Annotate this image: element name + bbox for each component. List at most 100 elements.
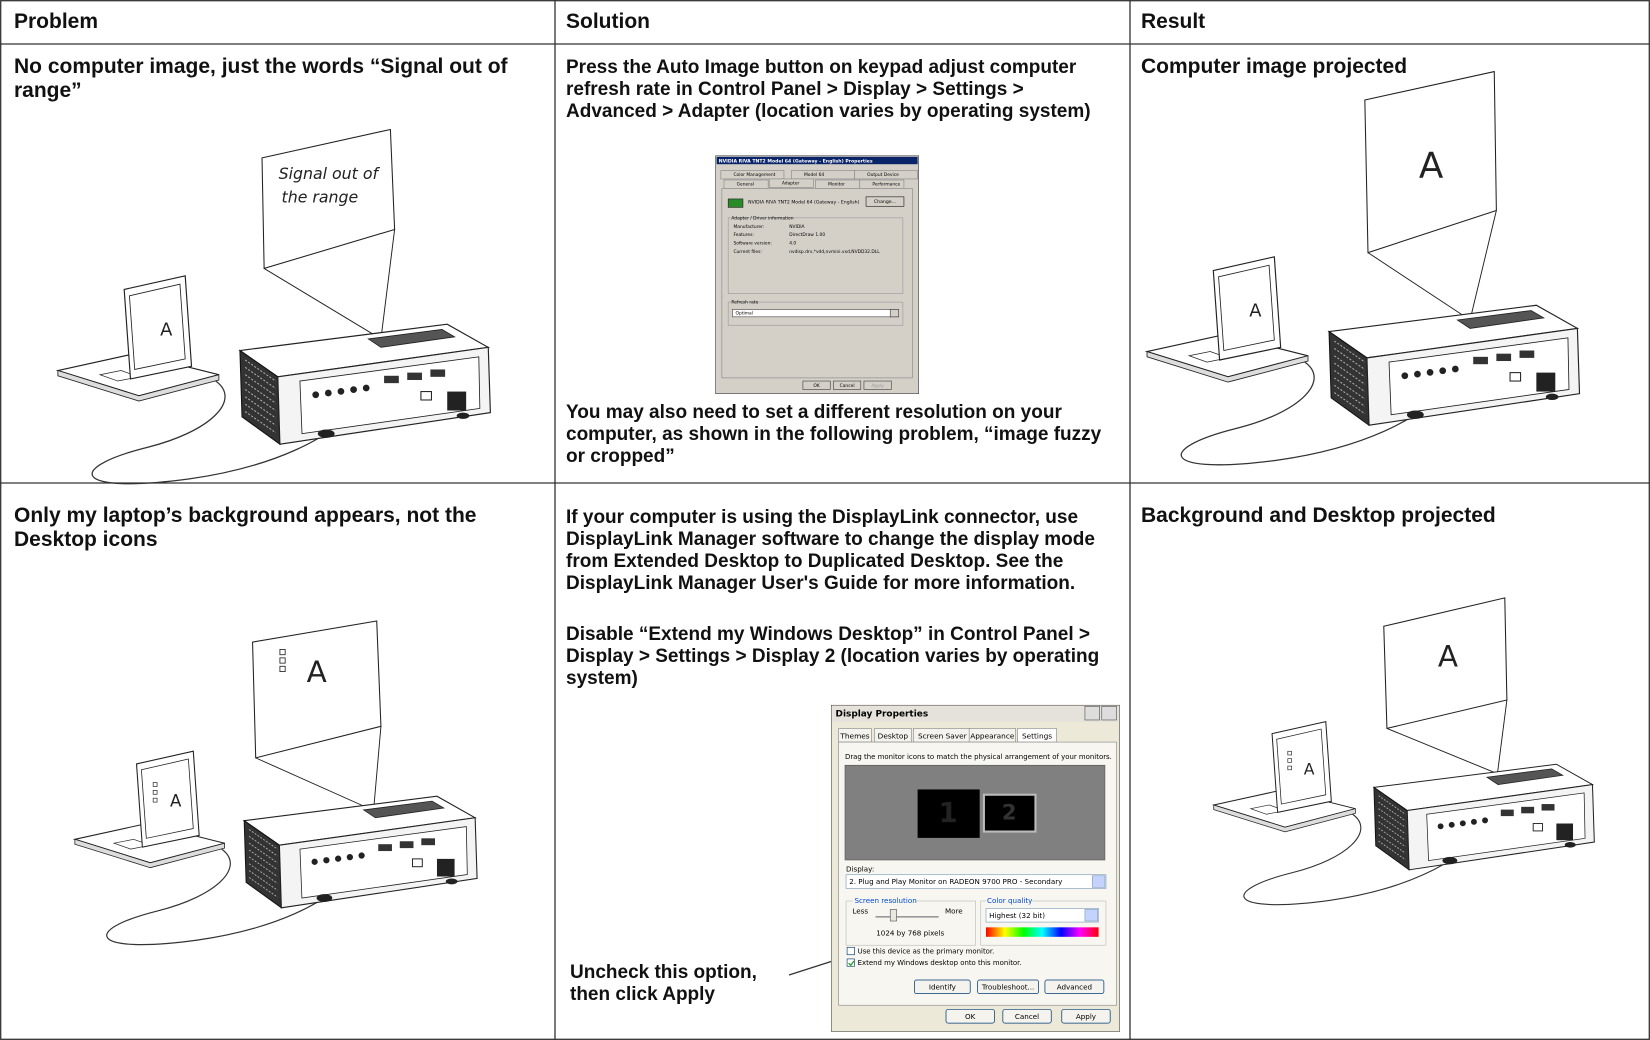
display-properties-dialog: Display Properties Themes Desktop Screen Sa… xyxy=(831,704,1120,1032)
button[interactable] xyxy=(914,979,971,995)
port xyxy=(407,372,422,380)
info-label: Manufacturer: xyxy=(733,224,764,230)
laptop-screen-text: A xyxy=(170,792,182,811)
foot xyxy=(1545,393,1559,400)
screen-text: Signal out of xyxy=(279,164,381,183)
solution-text: If your computer is using the DisplayLin… xyxy=(566,507,1095,595)
vent xyxy=(248,849,278,871)
group-title: Color quality xyxy=(987,896,1033,905)
tab-label: Monitor xyxy=(828,182,845,188)
desktop-icon xyxy=(152,782,158,787)
beam xyxy=(1367,252,1471,321)
foot xyxy=(1564,842,1576,848)
title-bar xyxy=(716,156,918,165)
problem-text: No computer image, just the words “Signa… xyxy=(14,55,508,103)
vent xyxy=(248,856,278,877)
button xyxy=(865,196,905,207)
group-box xyxy=(980,900,1107,946)
tab-pane xyxy=(721,188,913,379)
button-label: OK xyxy=(965,1012,976,1021)
port xyxy=(324,389,332,397)
desktop-icon xyxy=(1287,758,1292,763)
check xyxy=(848,960,855,967)
checkbox[interactable] xyxy=(846,946,855,956)
vent xyxy=(244,396,277,419)
port xyxy=(1437,823,1444,830)
header-problem: Problem xyxy=(14,10,99,33)
slider-label: More xyxy=(945,907,963,916)
port xyxy=(1482,817,1489,824)
button-label: Apply xyxy=(871,383,884,389)
combo-value: 2. Plug and Play Monitor on RADEON 9700 … xyxy=(849,877,1063,886)
port xyxy=(1448,821,1455,828)
result-text: Background and Desktop projected xyxy=(1141,504,1496,527)
callout: Uncheck this option, then click Apply xyxy=(570,962,800,1006)
vent xyxy=(1334,355,1366,378)
vent xyxy=(1378,821,1406,841)
vent xyxy=(1334,362,1366,385)
vent xyxy=(244,403,277,426)
vent xyxy=(248,863,278,884)
desktop-icon xyxy=(1287,750,1292,756)
tab-label: Output Device xyxy=(867,172,899,178)
checkbox-label: Use this device as the primary monitor. xyxy=(858,948,995,956)
button[interactable] xyxy=(1044,979,1105,995)
button xyxy=(802,380,831,390)
vent xyxy=(1378,834,1406,854)
vent xyxy=(1334,384,1366,407)
port xyxy=(1496,353,1512,362)
port xyxy=(384,375,399,384)
port xyxy=(1426,369,1434,376)
adapter-name: NVIDIA RIVA TNT2 Model 64 (Gateway - Eng… xyxy=(748,200,859,206)
checkbox[interactable] xyxy=(846,958,855,967)
vent xyxy=(248,842,278,864)
port xyxy=(1500,809,1514,817)
port xyxy=(420,391,432,401)
vent xyxy=(244,374,277,397)
power-socket xyxy=(447,391,467,411)
button[interactable] xyxy=(1061,1009,1111,1024)
callout-line: then click Apply xyxy=(570,984,715,1006)
combo-arrow xyxy=(889,309,899,318)
instruction-text: Drag the monitor icons to match the phys… xyxy=(845,753,1112,761)
button[interactable] xyxy=(945,1009,995,1024)
port xyxy=(323,857,330,864)
monitor-icon[interactable] xyxy=(982,793,1037,833)
port xyxy=(358,852,365,859)
vent xyxy=(248,877,278,898)
port xyxy=(1541,804,1555,811)
monitor-number: 1 xyxy=(939,798,958,829)
button xyxy=(833,380,862,390)
desktop-icon xyxy=(1287,765,1292,771)
button[interactable] xyxy=(1002,1009,1052,1024)
solution-text: Disable “Extend my Windows Desktop” in C… xyxy=(566,624,1100,690)
slider-thumb[interactable] xyxy=(889,909,897,922)
beam xyxy=(380,229,396,339)
laptop-base-edge xyxy=(1213,804,1356,833)
info-label: Current files: xyxy=(733,249,761,255)
projection-screen xyxy=(1364,70,1497,254)
devices: A xyxy=(1211,720,1595,906)
combo-arrow xyxy=(1091,875,1106,888)
laptop-base-edge xyxy=(57,369,220,402)
checkbox-label: Extend my Windows desktop onto this moni… xyxy=(858,959,1022,967)
beam xyxy=(1386,727,1498,775)
screen-text: the range xyxy=(282,187,359,206)
button[interactable] xyxy=(977,979,1039,995)
info-value: NVIDIA xyxy=(789,224,804,230)
combo-value: Highest (32 bit) xyxy=(989,911,1045,920)
monitor-icon[interactable] xyxy=(917,789,980,838)
vent xyxy=(244,366,277,389)
port xyxy=(337,387,345,395)
devices: A xyxy=(72,750,478,946)
port xyxy=(350,386,357,394)
vent xyxy=(244,359,277,382)
group-label-bg xyxy=(986,896,1033,905)
info-label: Software version: xyxy=(733,241,771,247)
cable xyxy=(91,380,371,485)
port xyxy=(412,858,423,868)
tab xyxy=(720,170,785,180)
group-box xyxy=(727,217,904,294)
